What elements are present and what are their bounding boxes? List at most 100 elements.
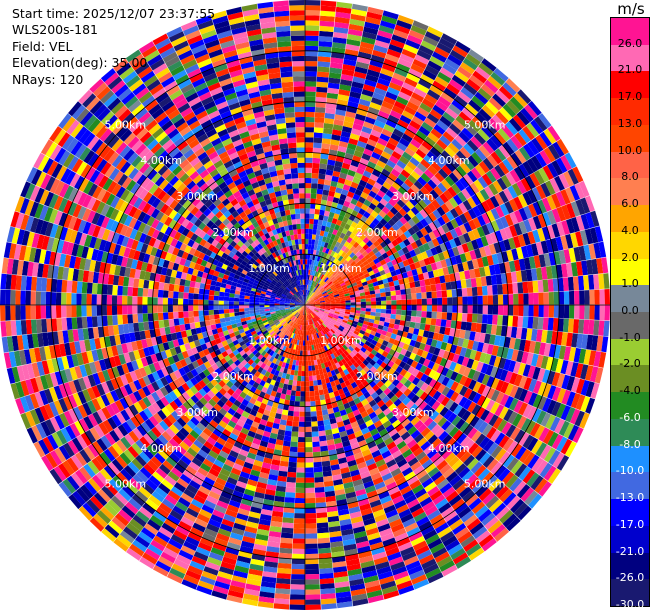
velocity-gate — [312, 426, 319, 432]
velocity-gate — [314, 472, 323, 478]
velocity-gate — [305, 5, 320, 10]
velocity-gate — [305, 193, 311, 198]
velocity-gate — [305, 579, 319, 585]
velocity-gate — [317, 517, 328, 523]
velocity-gate — [290, 589, 305, 595]
velocity-gate — [305, 386, 309, 391]
velocity-gate — [305, 427, 312, 432]
velocity-gate — [305, 437, 312, 442]
velocity-gate — [294, 406, 300, 412]
velocity-gate — [488, 295, 493, 305]
velocity-gate — [314, 385, 319, 391]
velocity-gate — [290, 600, 305, 605]
velocity-gate — [313, 143, 322, 149]
velocity-gate — [391, 300, 396, 305]
velocity-gate — [426, 285, 432, 292]
velocity-gate — [517, 316, 523, 327]
velocity-gate — [431, 318, 437, 325]
velocity-gate — [313, 447, 321, 453]
velocity-gate — [287, 416, 293, 422]
velocity-gate — [543, 280, 549, 293]
velocity-gate — [527, 281, 533, 293]
velocity-gate — [569, 305, 574, 319]
velocity-gate — [309, 229, 313, 234]
velocity-gate — [301, 386, 305, 391]
velocity-gate — [442, 305, 447, 312]
velocity-gate — [290, 442, 298, 448]
velocity-gate — [375, 312, 381, 316]
velocity-gate — [288, 467, 297, 473]
velocity-gate — [295, 365, 299, 370]
velocity-gate — [305, 92, 316, 97]
velocity-gate — [305, 589, 320, 594]
velocity-gate — [305, 346, 307, 351]
velocity-gate — [302, 366, 305, 371]
velocity-gate — [543, 318, 549, 331]
velocity-gate — [305, 132, 314, 137]
velocity-gate — [318, 61, 331, 67]
velocity-gate — [305, 61, 317, 66]
velocity-gate — [318, 174, 325, 180]
velocity-gate — [533, 317, 539, 329]
velocity-gate — [468, 305, 473, 314]
velocity-gate — [286, 390, 291, 396]
velocity-gate — [293, 544, 305, 549]
velocity-gate — [319, 163, 327, 169]
velocity-gate — [396, 305, 401, 310]
velocity-gate — [391, 295, 397, 300]
velocity-gate — [291, 584, 306, 590]
velocity-gate — [285, 431, 292, 437]
velocity-gate — [320, 441, 328, 447]
velocity-gate — [310, 209, 315, 215]
velocity-gate — [287, 385, 292, 391]
velocity-gate — [312, 431, 319, 437]
velocity-gate — [301, 376, 305, 381]
velocity-gate — [317, 225, 322, 231]
velocity-gate — [282, 446, 290, 452]
velocity-gate — [305, 569, 319, 574]
velocity-gate — [296, 391, 301, 396]
velocity-gate — [549, 305, 554, 318]
velocity-gate — [365, 311, 370, 315]
velocity-gate — [305, 528, 317, 533]
velocity-gate — [410, 288, 416, 294]
velocity-gate — [305, 432, 312, 437]
velocity-gate — [411, 293, 417, 299]
velocity-gate — [376, 297, 381, 301]
velocity-gate — [395, 285, 401, 291]
velocity-gate — [305, 351, 308, 356]
velocity-gate — [279, 548, 292, 554]
velocity-gate — [280, 538, 292, 544]
velocity-gate — [317, 380, 322, 386]
velocity-gate — [523, 293, 528, 304]
velocity-gate — [416, 287, 422, 293]
velocity-gate — [417, 305, 422, 311]
velocity-gate — [574, 291, 580, 305]
velocity-gate — [412, 305, 417, 311]
velocity-gate — [296, 386, 301, 391]
velocity-gate — [366, 302, 371, 305]
velocity-gate — [305, 20, 320, 26]
velocity-gate — [308, 239, 312, 244]
velocity-gate — [309, 224, 313, 229]
velocity-gate — [305, 31, 319, 36]
velocity-gate — [431, 312, 437, 319]
velocity-gate — [312, 158, 320, 164]
velocity-gate — [317, 184, 324, 190]
velocity-gate — [533, 293, 538, 305]
velocity-gate — [310, 214, 315, 219]
velocity-gate — [316, 410, 322, 416]
velocity-gate — [318, 179, 325, 185]
velocity-gate — [310, 198, 316, 204]
velocity-gate — [311, 239, 315, 244]
velocity-gate — [305, 539, 317, 544]
velocity-gate — [346, 307, 351, 310]
velocity-gate — [318, 548, 331, 554]
velocity-gate — [323, 190, 330, 196]
velocity-gate — [376, 301, 381, 305]
velocity-gate — [305, 76, 317, 81]
velocity-gate — [492, 285, 498, 295]
velocity-gate — [282, 522, 294, 528]
velocity-gate — [300, 396, 305, 401]
velocity-gate — [300, 346, 303, 351]
